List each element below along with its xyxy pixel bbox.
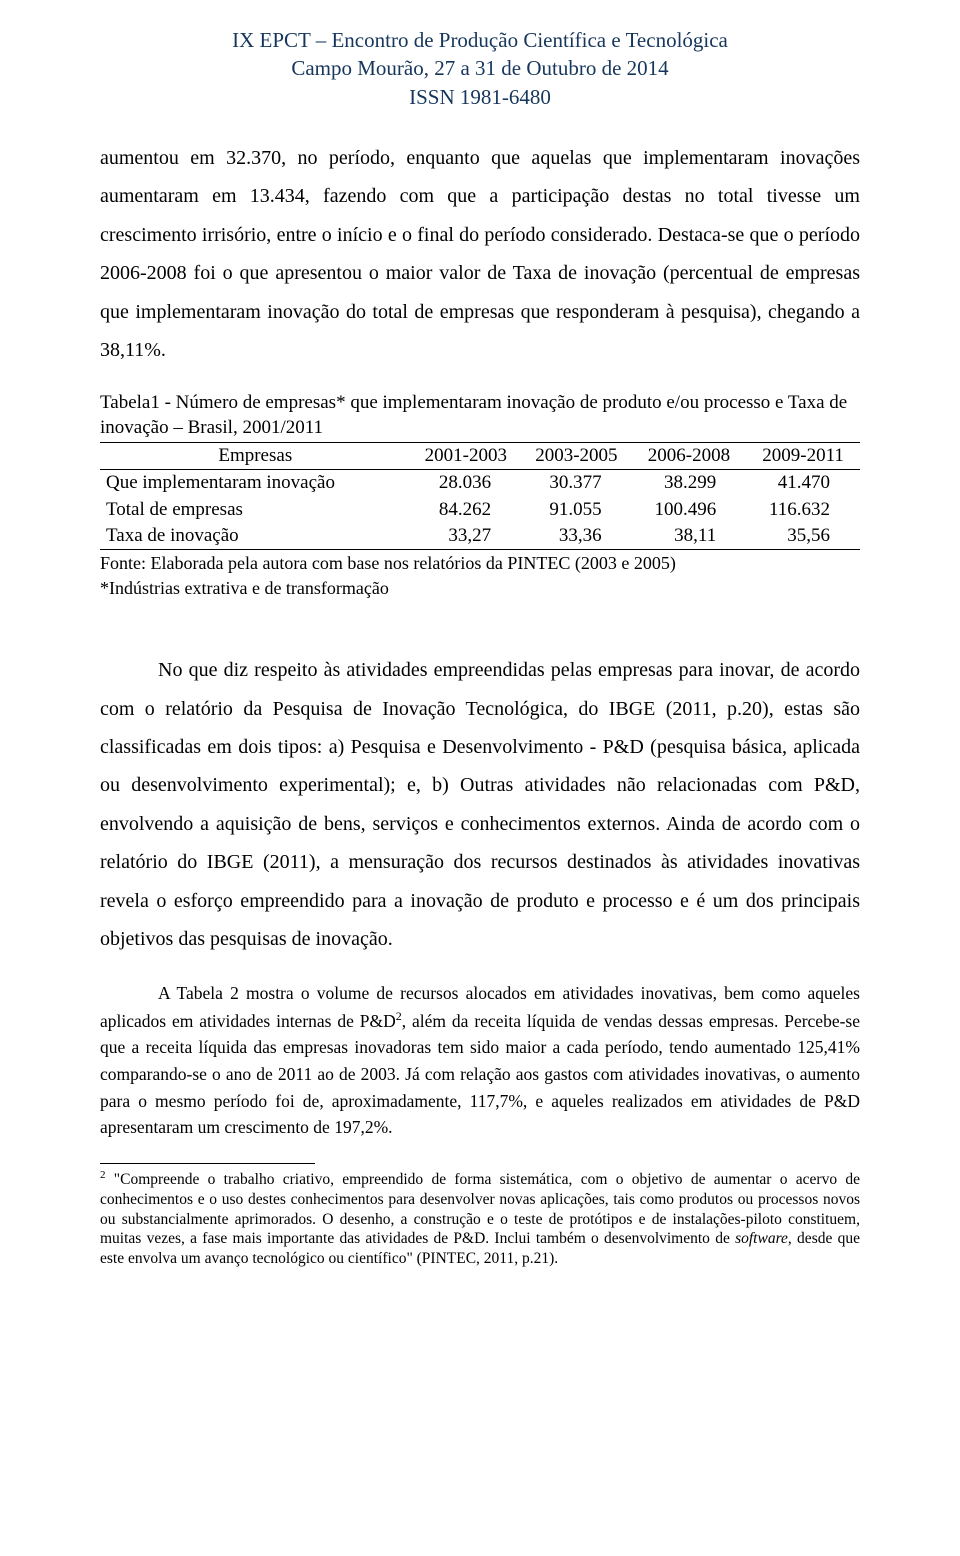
table-caption: Tabela1 - Número de empresas* que implem… [100,391,860,440]
header-line-1: IX EPCT – Encontro de Produção Científic… [100,26,860,54]
paragraph-2: No que diz respeito às atividades empree… [100,651,860,958]
page: IX EPCT – Encontro de Produção Científic… [0,0,960,1309]
footnote: 2 "Compreende o trabalho criativo, empre… [100,1168,860,1269]
table-row: Que implementaram inovação 28.036 30.377… [100,470,860,497]
table-cell: Taxa de inovação [100,523,411,550]
table-col-header: 2003-2005 [521,443,632,470]
table-cell: 30.377 [521,470,632,497]
table-cell: 38,11 [632,523,747,550]
table-header-row: Empresas 2001-2003 2003-2005 2006-2008 2… [100,443,860,470]
table-cell: 35,56 [746,523,860,550]
table-cell: 28.036 [411,470,522,497]
table-cell: 41.470 [746,470,860,497]
footnote-rule [100,1163,315,1164]
table-cell: Que implementaram inovação [100,470,411,497]
table-row: Total de empresas 84.262 91.055 100.496 … [100,497,860,523]
table-source-note: Fonte: Elaborada pela autora com base no… [100,552,860,575]
table-row: Taxa de inovação 33,27 33,36 38,11 35,56 [100,523,860,550]
table-cell: 33,27 [411,523,522,550]
paragraph-3: A Tabela 2 mostra o volume de recursos a… [100,980,860,1140]
table-cell: 33,36 [521,523,632,550]
table-col-header: Empresas [100,443,411,470]
table-col-header: 2001-2003 [411,443,522,470]
header-line-3: ISSN 1981-6480 [100,83,860,111]
table-asterisk-note: *Indústrias extrativa e de transformação [100,577,860,600]
table-col-header: 2009-2011 [746,443,860,470]
innovation-table: Empresas 2001-2003 2003-2005 2006-2008 2… [100,442,860,550]
table-col-header: 2006-2008 [632,443,747,470]
footnote-italic: software [735,1230,788,1247]
table-cell: 116.632 [746,497,860,523]
table-cell: 91.055 [521,497,632,523]
paragraph-1: aumentou em 32.370, no período, enquanto… [100,139,860,369]
header-line-2: Campo Mourão, 27 a 31 de Outubro de 2014 [100,54,860,82]
conference-header: IX EPCT – Encontro de Produção Científic… [100,26,860,111]
table-cell: Total de empresas [100,497,411,523]
table-cell: 84.262 [411,497,522,523]
table-cell: 100.496 [632,497,747,523]
table-cell: 38.299 [632,470,747,497]
